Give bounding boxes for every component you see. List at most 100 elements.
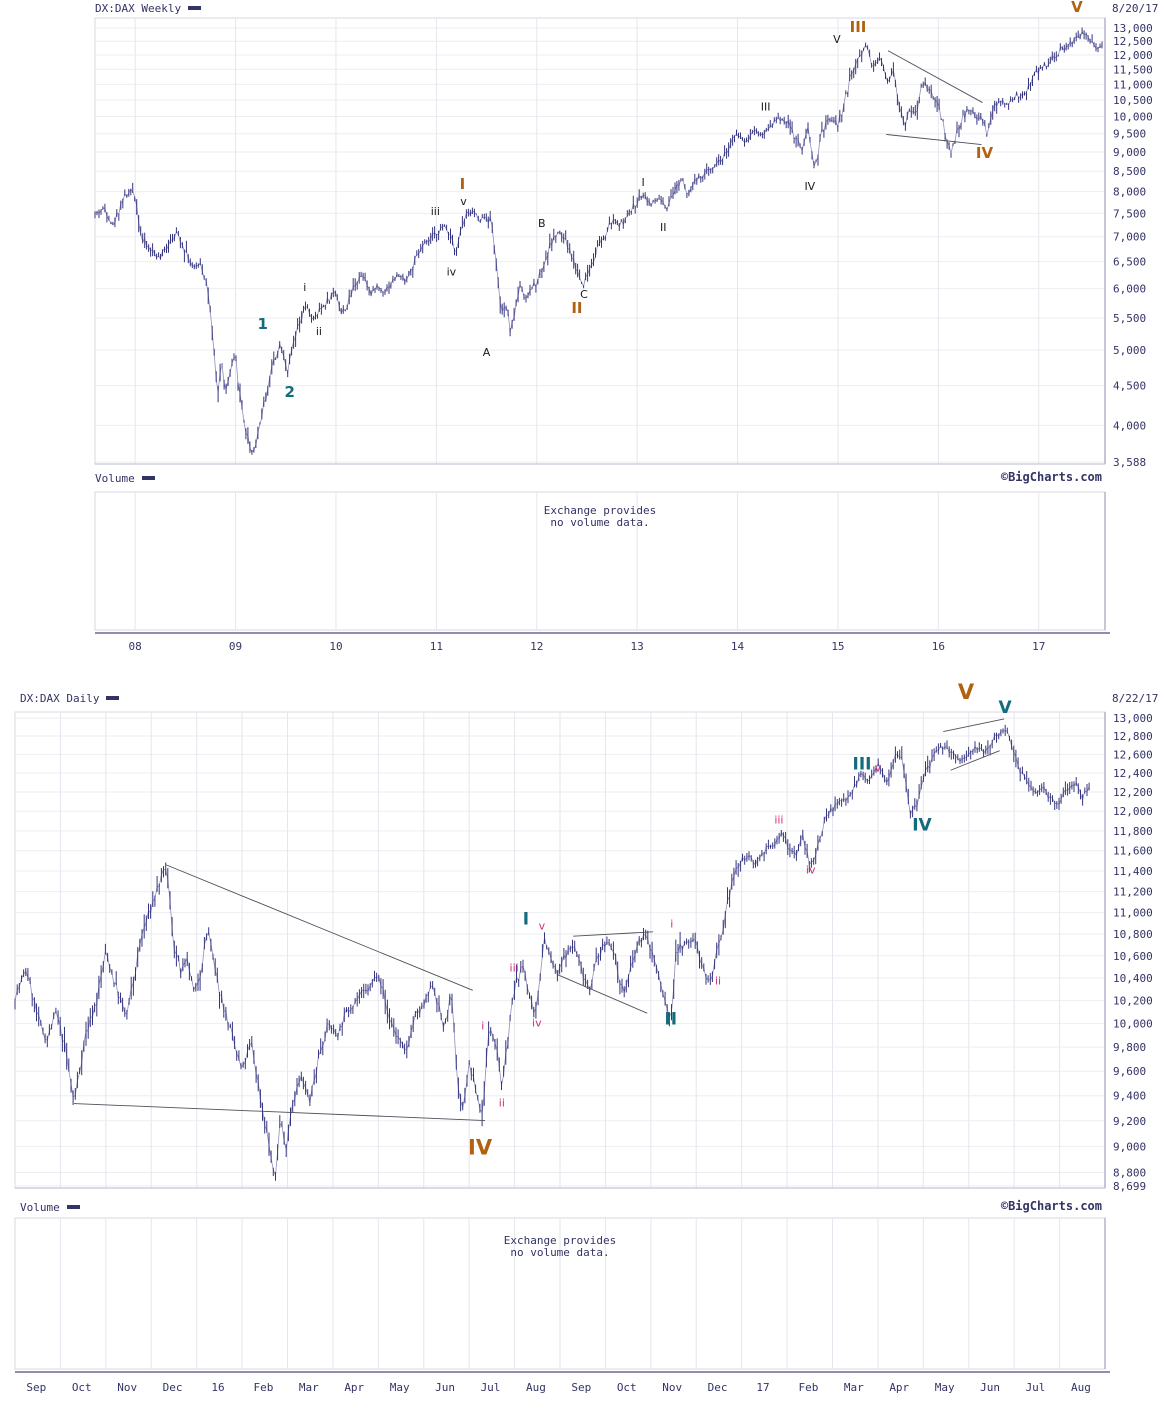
weekly-no-volume-line1: Exchange provides (543, 504, 657, 517)
dax-weekly-wave-label-2: 2 (285, 383, 295, 401)
dax-daily-y-tick-label: 9,800 (1113, 1041, 1146, 1054)
dax-weekly-x-tick-label: 15 (831, 640, 844, 653)
dax-weekly-x-tick-label: 09 (229, 640, 242, 653)
dax-daily-x-tick-label: Oct (72, 1381, 92, 1394)
dax-weekly-wave-label-III: III (761, 101, 771, 114)
dax-weekly-price-bars (94, 27, 1103, 455)
dax-daily-y-tick-label: 13,000 (1113, 712, 1153, 725)
dax-weekly-wave-label-V: V (833, 33, 841, 46)
dax-daily-x-tick-label: Nov (662, 1381, 682, 1394)
dax-daily-y-tick-label: 9,200 (1113, 1115, 1146, 1128)
dax-daily-wave-label-IV: IV (468, 1136, 493, 1160)
dax-weekly-x-tick-label: 14 (731, 640, 745, 653)
dax-daily-trendline (943, 718, 1005, 732)
dax-weekly-wave-label-V: V (1071, 0, 1083, 16)
dax-daily-axis-labels: 13,000 12,800 12,600 12,400 12,200 12,000 11,8… (26, 712, 1152, 1394)
dax-weekly-wave-label-iii: iii (431, 205, 440, 218)
dax-daily-x-tick-label: 17 (756, 1381, 769, 1394)
dax-daily-y-tick-label: 9,600 (1113, 1065, 1146, 1078)
dax-weekly-wave-label-II: II (571, 299, 582, 317)
weekly-no-volume-line2: no volume data. (550, 516, 650, 529)
dax-weekly-y-tick-label: 9,000 (1113, 146, 1146, 159)
dax-daily-grid (15, 712, 1105, 1369)
daily-legend-dash (106, 696, 120, 700)
weekly-volume-dash (141, 476, 155, 480)
dax-weekly-trendline (886, 134, 982, 146)
dax-daily-x-tick-label: Apr (344, 1381, 364, 1394)
dax-weekly-x-tick-label: 11 (430, 640, 443, 653)
daily-no-volume-line2: no volume data. (510, 1246, 610, 1259)
dax-daily-x-tick-label: Jul (1026, 1381, 1046, 1394)
dax-weekly-price-line (94, 30, 1103, 454)
weekly-date-label: 8/20/17 (1112, 2, 1159, 15)
daily-no-volume-message: Exchange provides no volume data. (450, 1235, 670, 1259)
dax-daily-price-bars (14, 724, 1090, 1181)
dax-weekly-wave-label-I: I (460, 175, 466, 193)
dax-weekly-grid (95, 18, 1105, 630)
dax-daily-wave-label-iv: iv (532, 1016, 542, 1029)
dax-daily-y-tick-label: 8,800 (1113, 1167, 1146, 1180)
daily-copyright: ©BigCharts.com (1000, 1199, 1102, 1213)
dax-daily-y-tick-label: 10,200 (1113, 995, 1153, 1008)
dax-daily-x-tick-label: Feb (253, 1381, 273, 1394)
dax-daily-wave-label-V: V (958, 680, 975, 704)
dax-daily-x-tick-label: Mar (299, 1381, 319, 1394)
dax-daily-y-tick-label: 9,000 (1113, 1140, 1146, 1153)
dax-daily-x-tick-label: May (935, 1381, 955, 1394)
dax-daily-wave-label-IV: IV (912, 816, 932, 836)
dax-daily-x-tick-label: Oct (617, 1381, 637, 1394)
dax-daily-wave-label-i: i (670, 917, 673, 930)
dax-weekly-x-tick-label: 08 (129, 640, 142, 653)
dax-daily-wave-label-v: v (539, 919, 546, 932)
dax-daily-chart: 13,000 12,800 12,600 12,400 12,200 12,000 11,8… (14, 680, 1153, 1394)
dax-daily-trendline (950, 750, 1000, 771)
dax-daily-y-tick-label: 10,800 (1113, 928, 1153, 941)
dax-weekly-y-tick-label: 6,000 (1113, 283, 1146, 296)
dax-daily-trendline (166, 864, 473, 991)
dax-weekly-y-tick-label: 6,500 (1113, 256, 1146, 269)
dax-daily-x-tick-label: Mar (844, 1381, 864, 1394)
dax-weekly-y-tick-label: 11,500 (1113, 63, 1153, 76)
dax-weekly-y-tick-label: 8,000 (1113, 186, 1146, 199)
dax-daily-x-tick-label: Nov (117, 1381, 137, 1394)
daily-volume-label: Volume (20, 1201, 80, 1214)
weekly-volume-text: Volume (95, 472, 135, 485)
dax-weekly-x-tick-label: 12 (530, 640, 543, 653)
dax-weekly-y-tick-label: 13,000 (1113, 22, 1153, 35)
dax-daily-y-tick-label: 11,000 (1113, 907, 1153, 920)
dax-daily-wave-label-iii: iii (774, 814, 783, 827)
dax-daily-y-tick-label: 12,400 (1113, 767, 1153, 780)
dax-daily-x-tick-label: Apr (889, 1381, 909, 1394)
dax-weekly-wave-label-C: C (580, 288, 588, 301)
dax-weekly-x-tick-label: 17 (1032, 640, 1045, 653)
dax-weekly-y-tick-label: 10,500 (1113, 94, 1153, 107)
dax-daily-trendline (573, 931, 654, 937)
dax-weekly-y-tick-label: 10,000 (1113, 110, 1153, 123)
dax-daily-y-tick-label: 10,000 (1113, 1018, 1153, 1031)
dax-daily-x-tick-label: May (390, 1381, 410, 1394)
dax-daily-trendline (74, 1103, 486, 1121)
dax-daily-y-tick-label: 12,200 (1113, 786, 1153, 799)
dax-weekly-wave-label-ii: ii (316, 325, 322, 338)
dax-weekly-wave-label-IV: IV (804, 180, 815, 193)
daily-date-label: 8/22/17 (1112, 692, 1159, 705)
dax-weekly-y-tick-label: 9,500 (1113, 128, 1146, 141)
dax-weekly-x-tick-label: 16 (932, 640, 945, 653)
weekly-copyright: ©BigCharts.com (1000, 470, 1102, 484)
daily-chart-title: DX:DAX Daily (20, 692, 120, 705)
dax-weekly-y-tick-label: 11,000 (1113, 78, 1153, 91)
dax-weekly-wave-label-1: 1 (257, 315, 267, 333)
dax-daily-wave-label-I: I (523, 909, 529, 929)
dax-daily-y-tick-label: 12,000 (1113, 805, 1153, 818)
dax-weekly-y-tick-label: 4,000 (1113, 419, 1146, 432)
dax-daily-wave-label-V: V (998, 698, 1012, 718)
dax-weekly-trendlines (886, 50, 983, 146)
daily-no-volume-line1: Exchange provides (503, 1234, 617, 1247)
dax-daily-y-tick-label: 11,200 (1113, 886, 1153, 899)
dax-weekly-wave-label-IV: IV (976, 144, 994, 162)
weekly-no-volume-message: Exchange provides no volume data. (490, 505, 710, 529)
